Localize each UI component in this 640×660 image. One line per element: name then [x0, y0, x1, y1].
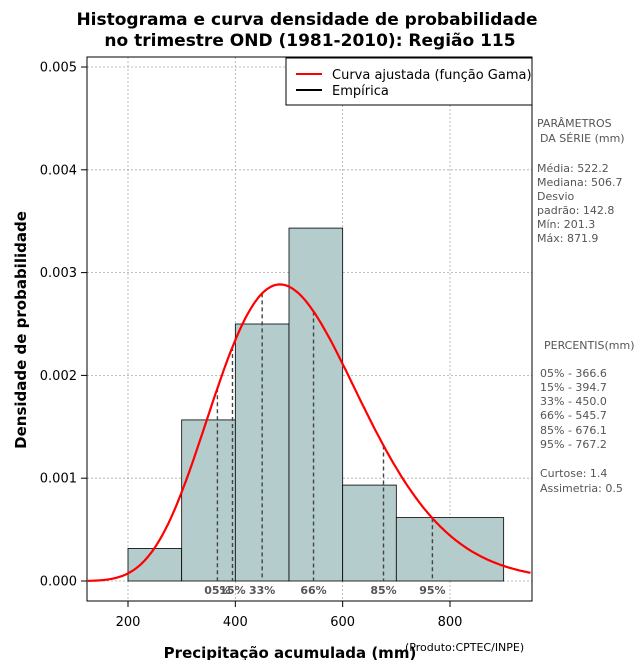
y-tick-label-5: 0.005 [40, 61, 77, 76]
percentil-66: 66% - 545.7 [540, 409, 607, 422]
y-tick-label-4: 0.004 [40, 163, 77, 178]
params-title-2: DA SÉRIE (mm) [540, 132, 625, 145]
percentile-labels: 05%15% 33% 66% 85% 95% [204, 584, 445, 597]
percentil-95: 95% - 767.2 [540, 438, 607, 451]
percentile-label-0: 05% [204, 584, 230, 597]
histogram-bars [127, 227, 505, 582]
stat-min: Mín: 201.3 [537, 218, 595, 231]
percentile-lines [216, 293, 434, 581]
x-axis: 200 400 600 800 [116, 601, 463, 630]
percentil-33: 33% - 450.0 [540, 395, 607, 408]
percentile-label-2: 33% [249, 584, 275, 597]
chart-title-line2: no trimestre OND (1981-2010): Região 115 [104, 31, 515, 51]
percentile-label-1: 15% [219, 584, 245, 597]
params-title-1: PARÂMETROS [537, 117, 612, 130]
x-tick-label-600: 600 [330, 615, 355, 630]
percentil-05: 05% - 366.6 [540, 367, 607, 380]
legend-label-empirical: Empírica [332, 84, 389, 99]
histogram-bar-4 [342, 484, 397, 582]
y-axis-label: Densidade de probabilidade [12, 211, 30, 449]
y-tick-label-1: 0.001 [40, 472, 77, 487]
stat-media: Média: 522.2 [537, 162, 609, 175]
legend-box [285, 57, 533, 106]
gamma-curve-line [87, 283, 531, 582]
x-tick-label-800: 800 [438, 615, 463, 630]
y-axis: 0.000 0.001 0.002 0.003 0.004 0.005 [40, 61, 88, 590]
percentile-label-5: 95% [419, 584, 445, 597]
histogram-bar-0 [127, 548, 183, 582]
stat-curtose: Curtose: 1.4 [540, 467, 607, 480]
legend: Curva ajustada (função Gama) Empírica [285, 57, 533, 106]
histogram-bar-2 [234, 323, 290, 582]
x-axis-label: Precipitação acumulada (mm) [164, 644, 417, 660]
percentile-label-4: 85% [370, 584, 396, 597]
percentile-label-3: 66% [300, 584, 326, 597]
gamma-curve-group [87, 283, 531, 582]
legend-label-curve: Curva ajustada (função Gama) [332, 68, 532, 83]
stat-desvio-1: Desvio [537, 190, 575, 203]
percentis-title: PERCENTIS(mm) [544, 339, 635, 352]
credit-text: (Produto:CPTEC/INPE) [405, 641, 524, 654]
y-tick-label-0: 0.000 [40, 575, 77, 590]
histogram-bar-3 [288, 227, 344, 582]
x-tick-label-200: 200 [116, 615, 141, 630]
y-tick-label-2: 0.002 [40, 369, 77, 384]
percentil-15: 15% - 394.7 [540, 381, 607, 394]
stat-mediana: Mediana: 506.7 [537, 176, 622, 189]
side-panel: PARÂMETROS DA SÉRIE (mm) Média: 522.2 Me… [537, 117, 635, 495]
stat-max: Máx: 871.9 [537, 232, 598, 245]
percentil-85: 85% - 676.1 [540, 424, 607, 437]
stat-assimetria: Assimetria: 0.5 [540, 482, 623, 495]
x-tick-label-400: 400 [223, 615, 248, 630]
histogram-bar-5 [395, 517, 505, 582]
histogram-bar-1 [181, 419, 236, 582]
y-tick-label-3: 0.003 [40, 266, 77, 281]
chart-title-line1: Histograma e curva densidade de probabil… [76, 10, 537, 30]
stat-desvio-2: padrão: 142.8 [537, 204, 614, 217]
